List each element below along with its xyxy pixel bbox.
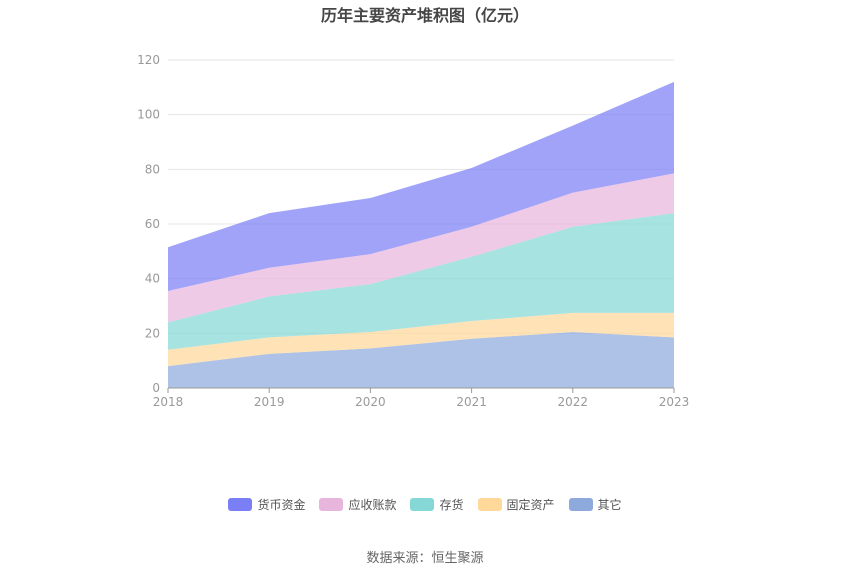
y-tick-label: 120: [137, 53, 160, 67]
area-series-3: [168, 173, 674, 323]
legend-swatch: [477, 498, 502, 511]
y-tick-label: 0: [152, 381, 160, 395]
area-layer: [168, 81, 674, 388]
x-tick-label: 2019: [254, 395, 285, 409]
legend-swatch: [228, 498, 253, 511]
y-tick-label: 60: [145, 217, 160, 231]
x-tick-label: 2023: [659, 395, 690, 409]
x-tick-label: 2022: [558, 395, 589, 409]
chart-title: 历年主要资产堆积图（亿元）: [320, 6, 529, 25]
area-series-0: [168, 331, 674, 388]
area-series-1: [168, 312, 674, 367]
legend-label: 固定资产: [506, 498, 555, 512]
x-tick-label: 2021: [456, 395, 487, 409]
area-series-4: [168, 81, 674, 291]
legend-label: 存货: [439, 498, 464, 512]
y-tick-label: 80: [145, 162, 160, 176]
legend-item[interactable]: 存货: [410, 496, 464, 513]
legend-swatch: [568, 498, 593, 511]
legend-item[interactable]: 货币资金: [228, 496, 305, 513]
legend-item[interactable]: 固定资产: [477, 496, 555, 513]
legend-item[interactable]: 应收账款: [319, 496, 396, 513]
source-text: 数据来源：恒生聚源: [366, 551, 484, 566]
legend: 货币资金 应收账款 存货 固定资产 其它: [0, 496, 850, 513]
y-tick-label: 100: [137, 108, 160, 122]
legend-swatch: [319, 498, 344, 511]
y-tick-label: 20: [145, 326, 160, 340]
x-tick-label: 2020: [355, 395, 386, 409]
legend-label: 货币资金: [257, 498, 306, 512]
y-tick-label: 40: [145, 272, 160, 286]
axis-layer: 0 20 40 60 80 100 120 2018 2019 2020 2021 2022 2023: [137, 53, 689, 409]
x-tick-label: 2018: [153, 395, 184, 409]
legend-label: 其它: [597, 498, 622, 512]
legend-swatch: [410, 498, 435, 511]
legend-label: 应收账款: [348, 498, 397, 512]
area-series-2: [168, 213, 674, 350]
legend-item[interactable]: 其它: [568, 496, 622, 513]
